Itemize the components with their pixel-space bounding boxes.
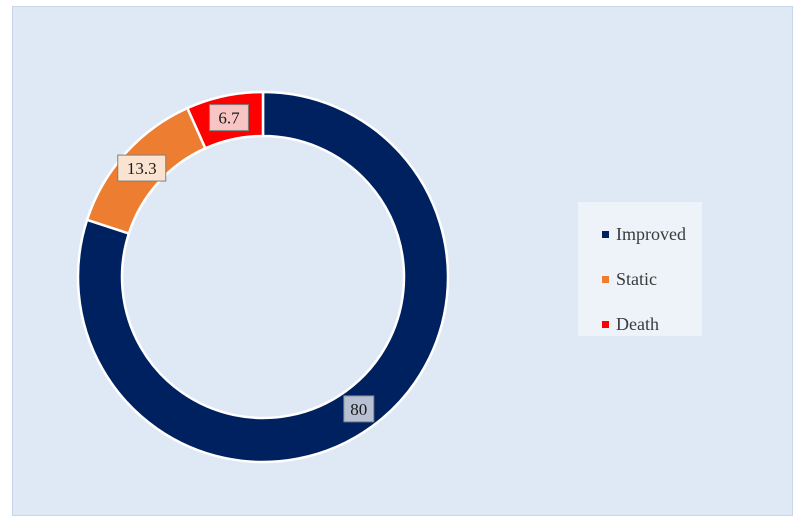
legend-item-static: Static [578, 257, 702, 302]
donut-slice-improved [76, 90, 450, 464]
legend-label-improved: Improved [616, 224, 686, 244]
data-label-death: 6.7 [218, 109, 240, 128]
legend-item-improved: Improved [578, 212, 702, 257]
legend-item-death: Death [578, 302, 702, 347]
data-label-improved: 80 [350, 400, 367, 419]
data-label-box-improved [343, 395, 375, 423]
data-label-static: 13.3 [127, 159, 157, 178]
legend-swatch-death [602, 321, 609, 328]
legend-label-static: Static [616, 269, 657, 289]
legend-swatch-improved [602, 231, 609, 238]
data-label-box-death [208, 104, 249, 132]
legend-label-death: Death [616, 314, 659, 334]
legend-swatch-static [602, 276, 609, 283]
legend: Improved Static Death [578, 202, 702, 336]
data-label-box-static [117, 154, 167, 182]
